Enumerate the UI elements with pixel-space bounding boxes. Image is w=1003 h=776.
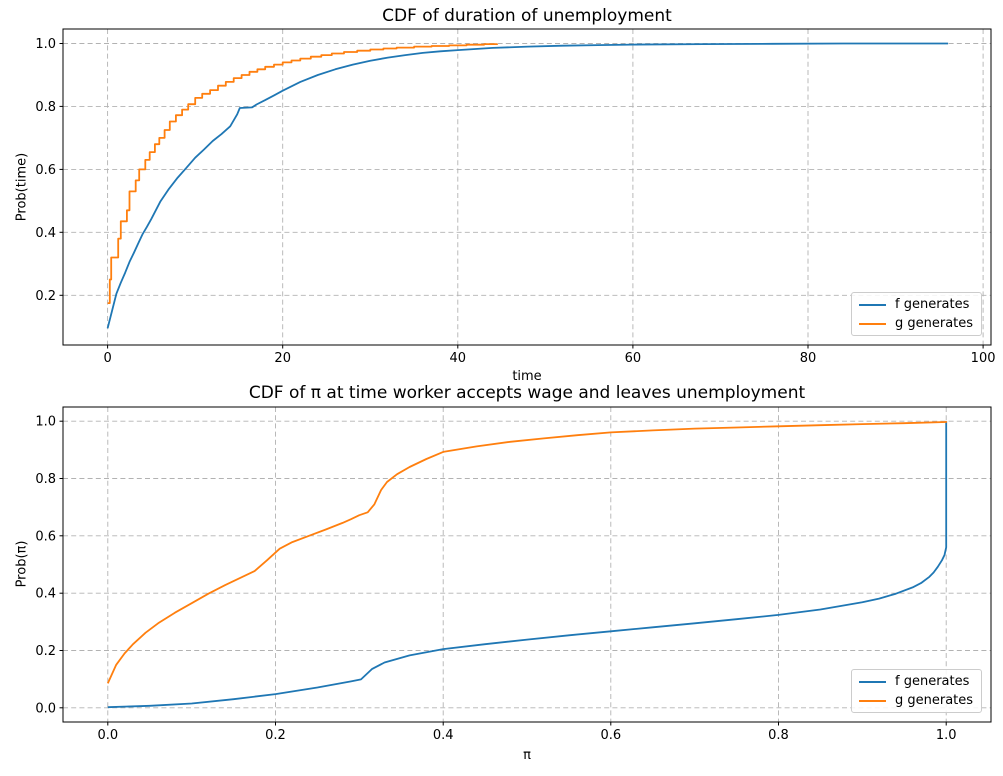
chart1-legend: f generates g generates: [851, 292, 982, 336]
x-tick-label: 0.6: [600, 728, 621, 743]
x-tick-label: 1.0: [936, 728, 957, 743]
y-tick-label: 0.6: [35, 163, 56, 178]
x-tick-label: 0.0: [97, 728, 118, 743]
chart1-title: CDF of duration of unemployment: [382, 6, 672, 26]
chart1-ylabel: Prob(time): [14, 152, 30, 222]
legend-label-f-generates: f generates: [895, 674, 970, 689]
g-generates-line-swatch: [859, 699, 886, 702]
y-tick-label: 0.6: [35, 529, 56, 544]
legend-label-g-generates: g generates: [895, 316, 974, 331]
legend-label-f-generates: f generates: [895, 297, 970, 312]
plot-frame: [62, 28, 992, 346]
cdf-pi-at-acceptance-plot: 0.0 0.2 0.4 0.6 0.8 1.0 0.0 0.2 0.4 0.6 0.8 1.0: [35, 406, 992, 743]
f-generates-line-swatch: [859, 303, 886, 306]
f-generates-line-swatch: [859, 680, 886, 683]
y-tick-label: 0.4: [35, 226, 56, 241]
cdf-duration-unemployment-plot: 0 20 40 60 80 100 0.2 0.4 0.6 0.8 1.0: [35, 28, 996, 366]
x-tick-label: 100: [971, 351, 996, 366]
axis-ticks: 0.0 0.2 0.4 0.6 0.8 1.0 0.0 0.2 0.4 0.6 0.8 1.0: [35, 415, 956, 743]
y-tick-label: 0.8: [35, 472, 56, 487]
g-generates-line: [107, 43, 499, 304]
x-tick-label: 0.8: [768, 728, 789, 743]
gridlines: [63, 407, 991, 722]
legend-item-g-generates: g generates: [859, 694, 974, 707]
chart2-legend: f generates g generates: [851, 669, 982, 713]
y-tick-label: 0.4: [35, 587, 56, 602]
y-tick-label: 0.8: [35, 100, 56, 115]
y-tick-label: 1.0: [35, 415, 56, 430]
x-tick-label: 60: [625, 351, 642, 366]
plot-frame: [62, 406, 992, 723]
x-tick-label: 20: [274, 351, 291, 366]
f-generates-line: [107, 421, 948, 709]
y-tick-label: 1.0: [35, 37, 56, 52]
legend-item-g-generates: g generates: [859, 317, 974, 330]
axis-ticks: 0 20 40 60 80 100 0.2 0.4 0.6 0.8 1.0: [35, 37, 995, 366]
g-generates-line: [106, 421, 948, 684]
x-tick-label: 0.4: [433, 728, 454, 743]
y-tick-label: 0.0: [35, 701, 56, 716]
chart1-xlabel: time: [512, 369, 542, 384]
legend-label-g-generates: g generates: [895, 693, 974, 708]
x-tick-label: 40: [450, 351, 467, 366]
legend-item-f-generates: f generates: [859, 298, 974, 311]
y-tick-label: 0.2: [35, 289, 56, 304]
y-tick-label: 0.2: [35, 644, 56, 659]
x-tick-label: 80: [800, 351, 817, 366]
x-tick-label: 0: [103, 351, 111, 366]
x-tick-label: 0.2: [265, 728, 286, 743]
chart2-xlabel: π: [523, 748, 531, 763]
g-generates-line-swatch: [859, 322, 886, 325]
chart2-title: CDF of π at time worker accepts wage and…: [248, 383, 806, 403]
f-generates-line: [106, 42, 949, 329]
legend-item-f-generates: f generates: [859, 675, 974, 688]
chart2-ylabel: Prob(π): [14, 540, 30, 588]
